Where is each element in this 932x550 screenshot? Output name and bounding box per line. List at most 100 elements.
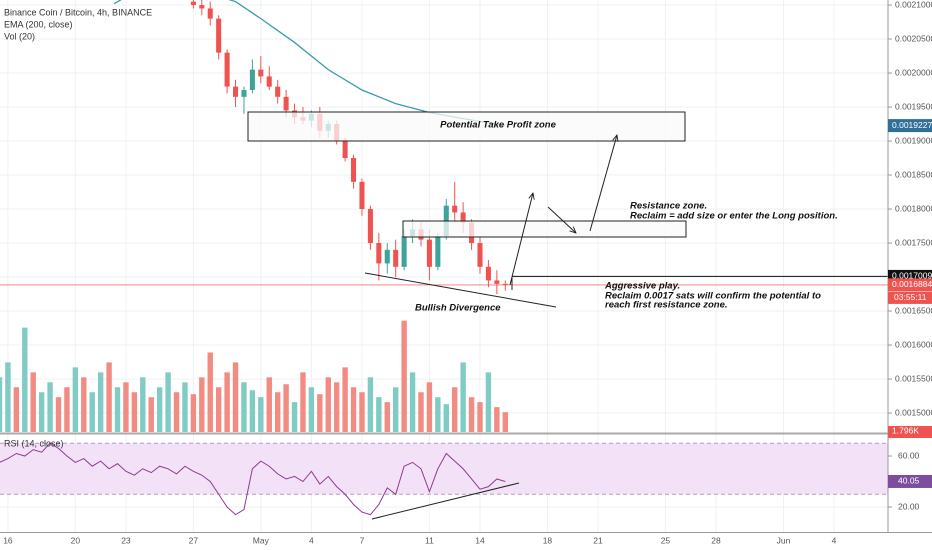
candle-body	[224, 52, 230, 87]
volume-bar	[140, 377, 146, 432]
volume-bar	[81, 377, 87, 432]
candle-body	[426, 239, 432, 267]
volume-bar	[38, 392, 45, 432]
volume-bar	[477, 402, 483, 432]
x-tick-label: 4	[309, 535, 314, 545]
volume-bar	[89, 392, 95, 432]
legend-volume: Vol (20)	[4, 31, 35, 41]
ema-price-label-bg	[888, 119, 932, 133]
volume-bar	[460, 362, 466, 432]
candle-body	[435, 236, 441, 267]
volume-bar	[123, 382, 129, 432]
volume-bar	[131, 392, 138, 432]
x-tick-label: 20	[71, 535, 81, 545]
candle-body	[258, 69, 264, 77]
volume-label: 1.796K	[892, 425, 919, 435]
volume-bar	[241, 382, 247, 432]
arrow	[589, 135, 617, 232]
annotation: Bullish Divergence	[415, 303, 501, 314]
volume-bar	[392, 387, 399, 432]
volume-bar	[274, 392, 281, 432]
volume-bar	[190, 394, 197, 432]
volume	[0, 320, 508, 432]
volume-bar	[232, 362, 239, 432]
candle-body	[452, 205, 458, 213]
x-tick-label: May	[253, 535, 270, 545]
take-profit-zone	[247, 111, 686, 142]
volume-bar	[283, 384, 289, 432]
legend-ema: EMA (200, close)	[4, 19, 73, 29]
volume-bar	[156, 387, 163, 432]
x-tick-label: 27	[189, 535, 199, 545]
volume-bar	[215, 387, 222, 432]
volume-bar	[72, 367, 79, 432]
volume-bar	[182, 382, 188, 432]
volume-bar	[435, 397, 441, 432]
candle-body	[266, 76, 272, 87]
x-tick-label: 11	[425, 535, 434, 545]
volume-bar	[333, 382, 340, 432]
rsi-trendline	[371, 482, 520, 520]
annotation: Aggressive play.	[604, 281, 680, 292]
candle-body	[241, 90, 247, 97]
y-tick-label: 0.0016500	[895, 305, 932, 315]
candle-body	[494, 280, 500, 284]
volume-bar	[22, 327, 28, 432]
ema-price-label: 0.0019227	[892, 120, 932, 130]
volume-bar	[106, 362, 112, 432]
arrow	[509, 193, 533, 286]
candle-body	[384, 249, 390, 264]
volume-bar	[376, 397, 382, 432]
volume-bar	[258, 397, 264, 432]
countdown: 03:55:11	[894, 292, 927, 302]
last-price-label-bg	[888, 278, 932, 292]
candle-body	[216, 18, 222, 53]
candle-body	[275, 86, 281, 97]
axes: 16 20 23 27 May 4 7 11 14 18 21 25 28 Jun 4 0.0021000 0.…	[3, 0, 932, 545]
candle-body	[477, 243, 483, 267]
x-tick-label: 28	[711, 535, 721, 545]
annotation: Reclaim 0.0017 sats will confirm the pot…	[605, 291, 821, 302]
legend-symbol: Binance Coin / Bitcoin, 4h, BINANCE	[4, 7, 152, 17]
candle-body	[249, 69, 255, 91]
volume-bar	[64, 387, 70, 432]
volume-bar	[199, 377, 205, 432]
y-tick-label: 20.00	[898, 501, 920, 511]
volume-bar	[468, 397, 475, 432]
y-tick-label: 0.0018000	[895, 203, 932, 213]
volume-bar	[224, 372, 230, 432]
arrow	[547, 206, 576, 233]
y-tick-label: 0.0016000	[895, 339, 932, 349]
volume-bar	[0, 377, 3, 432]
volume-label-bg	[888, 426, 932, 438]
y-tick-label: 0.0017500	[895, 237, 932, 247]
volume-bar	[97, 372, 104, 432]
y-tick-label: 0.0015500	[895, 373, 932, 383]
volume-bar	[30, 372, 36, 432]
volume-bar	[266, 377, 272, 432]
volume-bar	[47, 382, 53, 432]
x-tick-label: 23	[121, 535, 131, 545]
volume-bar	[426, 382, 433, 432]
volume-bar	[409, 372, 416, 432]
volume-bar	[300, 372, 306, 432]
y-tick-label: 0.0019000	[895, 135, 932, 145]
volume-bar	[367, 377, 374, 432]
volume-bar	[308, 387, 315, 432]
candle-body	[207, 8, 213, 19]
y-tick-label: 0.0018500	[895, 169, 932, 179]
candle-body	[502, 283, 508, 285]
volume-bar	[401, 320, 407, 432]
volume-bar	[291, 402, 298, 432]
candle-body	[190, 1, 196, 6]
annotation: Resistance zone.	[630, 201, 707, 212]
volume-bar	[165, 372, 171, 432]
y-tick-label: 0.0021000	[895, 0, 932, 9]
y-tick-label: 0.0019500	[895, 101, 932, 111]
last-price-label: 0.0016884	[892, 279, 932, 289]
price-pane	[0, 0, 888, 295]
rsi-line	[0, 442, 506, 516]
candle-body	[359, 181, 365, 210]
annotation: Reclaim = add size or enter the Long pos…	[630, 211, 838, 222]
annotation: reach first resistance zone.	[605, 300, 728, 311]
